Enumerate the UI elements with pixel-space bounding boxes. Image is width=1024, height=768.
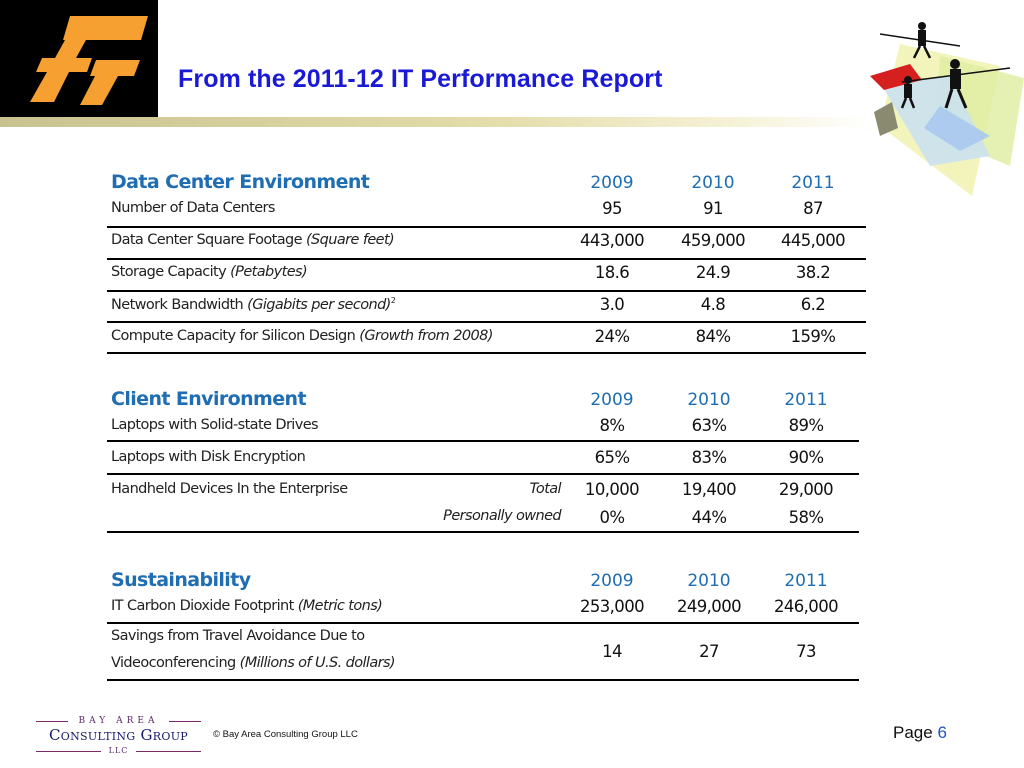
sub-row-label: Total bbox=[529, 481, 561, 497]
table-cell: 63% bbox=[691, 416, 727, 435]
row-label: Storage Capacity (Petabytes) bbox=[111, 264, 308, 280]
year-header: 2009 bbox=[590, 571, 634, 591]
table-cell: 65% bbox=[594, 448, 630, 467]
row-divider bbox=[107, 531, 859, 533]
table-cell: 18.6 bbox=[594, 263, 630, 282]
table-cell: 44% bbox=[691, 508, 727, 527]
table-cell: 14 bbox=[602, 642, 622, 661]
sub-row-label: Personally owned bbox=[443, 508, 561, 524]
row-label: Handheld Devices In the Enterprise bbox=[111, 481, 348, 497]
logo-rule bbox=[169, 721, 201, 722]
row-label: Videoconferencing (Millions of U.S. doll… bbox=[111, 655, 396, 671]
page-indicator: Page 6 bbox=[893, 723, 947, 743]
table-cell: 246,000 bbox=[773, 597, 839, 616]
table-cell: 24% bbox=[594, 327, 630, 346]
year-header: 2009 bbox=[590, 173, 634, 193]
year-header: 2010 bbox=[687, 571, 731, 591]
row-divider bbox=[107, 258, 866, 260]
table-cell: 83% bbox=[691, 448, 727, 467]
table-cell: 38.2 bbox=[795, 263, 831, 282]
row-label: Laptops with Solid-state Drives bbox=[111, 417, 319, 433]
row-label: IT Carbon Dioxide Footprint (Metric tons… bbox=[111, 598, 383, 614]
row-divider bbox=[107, 473, 859, 475]
header-divider bbox=[0, 117, 870, 127]
table-cell: 443,000 bbox=[579, 231, 645, 250]
section-heading-data-center: Data Center Environment bbox=[111, 171, 370, 193]
table-cell: 95 bbox=[602, 199, 622, 218]
table-cell: 459,000 bbox=[680, 231, 746, 250]
table-cell: 249,000 bbox=[676, 597, 742, 616]
tightrope-walkers-clipart bbox=[870, 22, 1024, 196]
logo-rule bbox=[36, 721, 68, 722]
row-label: Number of Data Centers bbox=[111, 200, 275, 216]
slide-title: From the 2011-12 IT Performance Report bbox=[178, 65, 663, 93]
table-cell: 87 bbox=[803, 199, 823, 218]
table-cell: 90% bbox=[788, 448, 824, 467]
year-header: 2010 bbox=[691, 173, 735, 193]
row-label: Savings from Travel Avoidance Due to bbox=[111, 628, 365, 644]
row-divider bbox=[107, 352, 866, 354]
company-logo bbox=[0, 0, 158, 117]
row-label: Laptops with Disk Encryption bbox=[111, 449, 306, 465]
logo-llc-text: LLC bbox=[108, 746, 129, 755]
table-cell: 29,000 bbox=[778, 480, 834, 499]
table-cell: 24.9 bbox=[695, 263, 731, 282]
page-label: Page bbox=[893, 723, 933, 742]
table-cell: 159% bbox=[790, 327, 836, 346]
row-label: Compute Capacity for Silicon Design (Gro… bbox=[111, 328, 493, 344]
table-cell: 3.0 bbox=[599, 295, 625, 314]
logo-rule bbox=[136, 751, 201, 752]
logo-top-text: BAY AREA bbox=[78, 716, 159, 726]
tt-logo-icon bbox=[30, 16, 148, 105]
row-divider bbox=[107, 290, 866, 292]
year-header: 2011 bbox=[784, 571, 828, 591]
table-cell: 89% bbox=[788, 416, 824, 435]
page-number: 6 bbox=[937, 723, 947, 742]
year-header: 2011 bbox=[784, 390, 828, 410]
row-label: Data Center Square Footage (Square feet) bbox=[111, 232, 395, 248]
footer-logo: BAY AREA Consulting Group LLC bbox=[36, 716, 201, 758]
table-cell: 6.2 bbox=[800, 295, 826, 314]
table-cell: 84% bbox=[695, 327, 731, 346]
year-header: 2010 bbox=[687, 390, 731, 410]
table-cell: 73 bbox=[796, 642, 816, 661]
row-divider bbox=[107, 440, 859, 442]
year-header: 2009 bbox=[590, 390, 634, 410]
row-divider bbox=[107, 226, 866, 228]
copyright-text: © Bay Area Consulting Group LLC bbox=[213, 729, 358, 740]
table-cell: 58% bbox=[788, 508, 824, 527]
footnote-marker: 2 bbox=[390, 296, 396, 305]
table-cell: 445,000 bbox=[780, 231, 846, 250]
logo-main-text: Consulting Group bbox=[49, 726, 188, 744]
table-cell: 19,400 bbox=[681, 480, 737, 499]
section-heading-sustainability: Sustainability bbox=[111, 569, 251, 591]
row-divider bbox=[107, 321, 866, 323]
year-header: 2011 bbox=[791, 173, 835, 193]
row-label: Network Bandwidth (Gigabits per second)2 bbox=[111, 296, 396, 313]
table-cell: 0% bbox=[599, 508, 626, 527]
table-cell: 253,000 bbox=[579, 597, 645, 616]
row-divider bbox=[107, 679, 859, 681]
row-divider bbox=[107, 622, 859, 624]
table-cell: 91 bbox=[703, 199, 723, 218]
logo-rule bbox=[36, 751, 101, 752]
table-cell: 10,000 bbox=[584, 480, 640, 499]
table-cell: 4.8 bbox=[700, 295, 726, 314]
table-cell: 27 bbox=[699, 642, 719, 661]
table-cell: 8% bbox=[599, 416, 626, 435]
section-heading-client: Client Environment bbox=[111, 388, 307, 410]
